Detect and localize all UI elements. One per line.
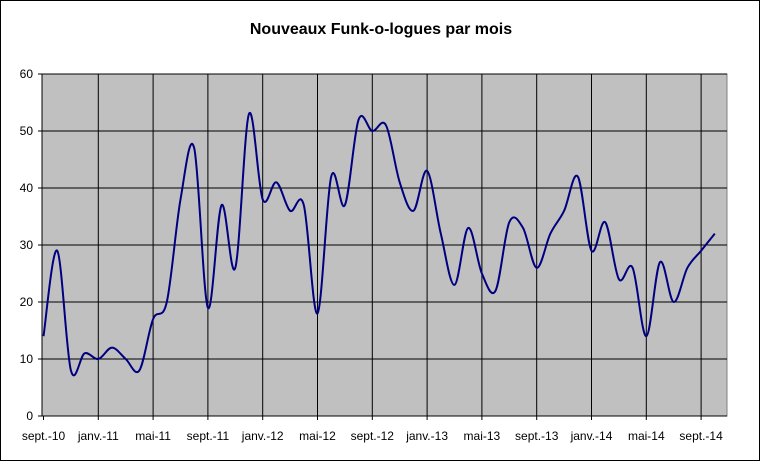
x-tick-label: janv.-14 — [570, 429, 613, 443]
x-tick-label: janv.-12 — [241, 429, 284, 443]
series-line — [42, 112, 716, 377]
x-tick-label: janv.-13 — [405, 429, 448, 443]
y-tick-label: 40 — [20, 181, 34, 195]
x-tick-label: sept.-10 — [22, 429, 66, 443]
x-tick-label: mai-11 — [135, 429, 171, 443]
y-tick-label: 30 — [20, 238, 34, 252]
chart-title: Nouveaux Funk-o-logues par mois — [249, 21, 513, 38]
x-tick-label: janv.-11 — [77, 429, 119, 443]
x-tick-label: sept.-13 — [515, 429, 559, 443]
x-tick-label: mai-13 — [464, 429, 501, 443]
x-tick-label: sept.-14 — [679, 429, 723, 443]
x-tick-label: sept.-11 — [187, 429, 230, 443]
y-tick-label: 50 — [20, 124, 34, 138]
y-tick-label: 20 — [20, 295, 34, 309]
x-tick-label: sept.-12 — [351, 429, 395, 443]
y-tick-label: 10 — [20, 352, 34, 366]
series — [42, 112, 716, 377]
x-tick-label: mai-12 — [299, 429, 336, 443]
x-axis-ticks: sept.-10 janv.-11 mai-11 sept.-11 janv.-12 ma… — [22, 416, 723, 443]
y-tick-label: 0 — [26, 409, 33, 423]
y-axis-ticks: 0 10 20 30 40 50 60 — [20, 67, 42, 423]
y-tick-label: 60 — [20, 67, 34, 81]
x-tick-label: mai-14 — [628, 429, 665, 443]
